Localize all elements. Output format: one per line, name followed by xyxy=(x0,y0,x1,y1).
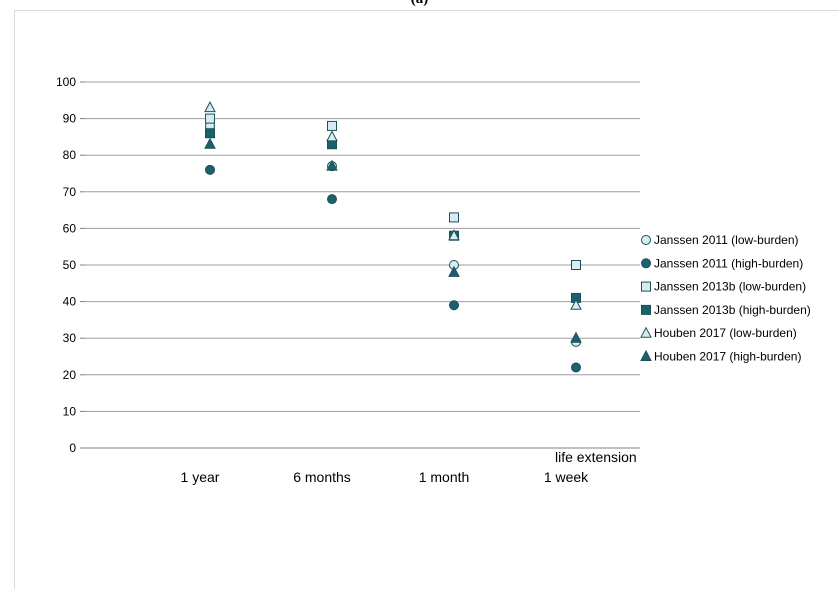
data-point-square xyxy=(449,212,459,223)
data-point-circle xyxy=(205,164,215,175)
y-tick-label: 20 xyxy=(63,368,77,382)
data-point-triangle xyxy=(448,265,460,277)
data-point-square xyxy=(571,260,581,270)
data-point-circle xyxy=(571,362,581,373)
data-point-triangle xyxy=(204,101,216,113)
y-tick-label: 70 xyxy=(63,185,77,199)
data-point-circle xyxy=(449,300,459,311)
legend-marker-square xyxy=(641,281,651,292)
legend-marker-circle xyxy=(641,235,651,245)
data-point-triangle xyxy=(204,137,216,149)
legend-label: Janssen 2011 (high-burden) xyxy=(654,256,803,270)
data-point-square xyxy=(205,113,215,124)
x-category-label: 1 week xyxy=(544,469,589,485)
y-tick-label: 80 xyxy=(63,148,77,162)
data-point-triangle xyxy=(448,229,460,241)
y-tick-label: 100 xyxy=(56,75,76,89)
legend-label: Janssen 2011 (low-burden) xyxy=(654,233,799,247)
x-category-label: 1 year xyxy=(181,469,220,485)
x-category-label: 1 month xyxy=(419,469,470,485)
y-tick-label: 10 xyxy=(63,404,77,418)
legend-marker-circle xyxy=(641,258,651,269)
legend-label: Janssen 2013b (high-burden) xyxy=(654,303,811,317)
chart-frame xyxy=(14,10,839,589)
data-point-triangle xyxy=(570,331,582,343)
panel-label: (a) xyxy=(0,0,839,8)
y-tick-label: 30 xyxy=(63,331,77,345)
y-axis-ticks: 0 10 20 30 40 50 60 70 80 90 100 xyxy=(56,75,85,455)
y-tick-label: 50 xyxy=(63,258,77,272)
data-point-triangle xyxy=(326,159,338,171)
x-axis-title: life extension xyxy=(555,449,637,465)
legend-marker-triangle xyxy=(640,349,652,361)
x-category-label: 6 months xyxy=(293,469,351,485)
legend-label: Houben 2017 (high-burden) xyxy=(654,350,801,364)
legend-marker-square xyxy=(641,304,651,315)
y-tick-label: 90 xyxy=(63,112,77,126)
y-tick-label: 0 xyxy=(69,441,76,455)
y-tick-label: 60 xyxy=(63,221,77,235)
legend-label: Houben 2017 (low-burden) xyxy=(654,326,797,340)
data-points xyxy=(204,101,582,373)
legend-marker-triangle xyxy=(640,326,652,338)
legend: Janssen 2011 (low-burden) Janssen 2011 (h… xyxy=(640,233,811,364)
legend-label: Janssen 2013b (low-burden) xyxy=(654,280,806,294)
gridlines xyxy=(85,81,640,449)
data-point-circle xyxy=(327,194,337,205)
x-axis-categories: 1 year 6 months 1 month 1 week xyxy=(181,469,590,485)
data-point-triangle xyxy=(326,130,338,142)
data-point-square xyxy=(205,128,215,139)
data-point-triangle xyxy=(570,298,582,310)
data-point-square xyxy=(327,120,337,131)
y-tick-label: 40 xyxy=(63,295,77,309)
